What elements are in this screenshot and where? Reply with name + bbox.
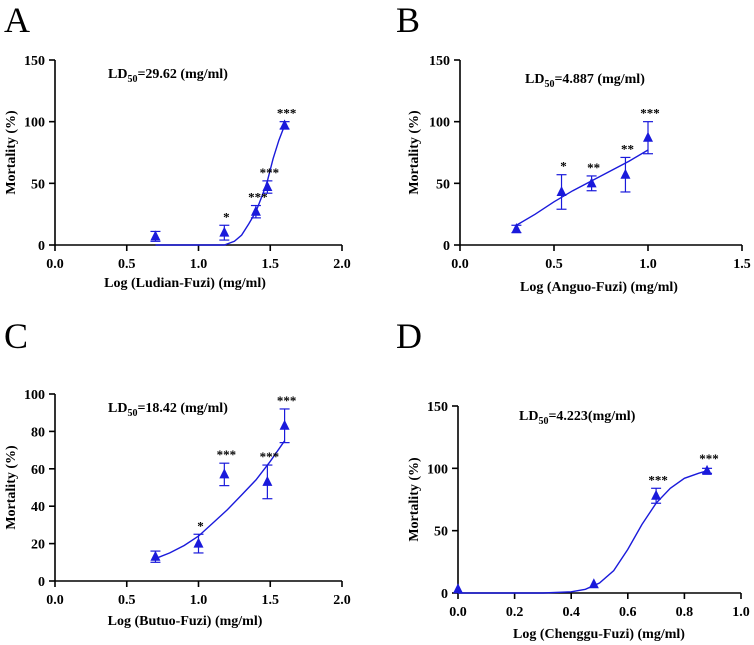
y-tick-label: 60 bbox=[31, 463, 45, 478]
significance-mark: *** bbox=[260, 165, 280, 180]
data-point bbox=[219, 468, 230, 479]
data-point bbox=[643, 131, 653, 142]
data-point bbox=[586, 177, 597, 188]
x-axis-label: Log (Anguo-Fuzi) (mg/ml) bbox=[520, 280, 678, 295]
chart-d: 0 50 100 150 0.0 0.2 0.4 0.6 0.8 1.0 Log (Chenggu-… bbox=[407, 400, 750, 642]
fit-curve bbox=[458, 470, 708, 594]
data-point bbox=[193, 537, 204, 548]
x-tick-label: 0.4 bbox=[562, 605, 580, 620]
data-point bbox=[150, 230, 161, 241]
y-tick-label: 50 bbox=[434, 525, 448, 540]
y-axis-label: Mortality (%) bbox=[407, 457, 422, 542]
data-point bbox=[702, 464, 713, 475]
x-tick-label: 0.0 bbox=[46, 257, 64, 272]
y-tick-label: 20 bbox=[31, 538, 45, 553]
x-tick-label: 0.5 bbox=[545, 257, 563, 272]
data-point bbox=[150, 550, 161, 561]
significance-mark: * bbox=[197, 518, 204, 533]
chart-b: 0 50 100 150 0.0 0.5 1.0 1.5 Log (Anguo-Fuzi) (m… bbox=[407, 54, 751, 295]
panel-label-d: D bbox=[396, 316, 422, 356]
x-tick-label: 0.6 bbox=[619, 605, 637, 620]
y-tick-label: 100 bbox=[427, 462, 448, 477]
significance-mark: * bbox=[560, 159, 567, 174]
significance-mark: *** bbox=[699, 451, 719, 466]
ld50-label: LD50=4.223(mg/ml) bbox=[519, 409, 636, 427]
x-tick-label: 0.5 bbox=[118, 593, 136, 608]
y-tick-label: 80 bbox=[31, 425, 45, 440]
x-tick-label: 0.0 bbox=[451, 257, 469, 272]
panel-label-c: C bbox=[4, 316, 29, 356]
x-tick-label: 0.0 bbox=[449, 605, 467, 620]
fit-curve bbox=[516, 149, 649, 226]
y-axis-label: Mortality (%) bbox=[4, 110, 19, 195]
data-point bbox=[556, 185, 567, 196]
y-tick-label: 40 bbox=[31, 500, 45, 515]
significance-mark: *** bbox=[217, 447, 237, 462]
data-point bbox=[453, 583, 463, 594]
x-tick-label: 0.0 bbox=[46, 593, 64, 608]
x-tick-label: 2.0 bbox=[333, 257, 351, 272]
x-tick-label: 1.5 bbox=[262, 593, 280, 608]
data-point bbox=[250, 205, 261, 216]
ld50-label: LD50=18.42 (mg/ml) bbox=[108, 401, 228, 419]
significance-mark: ** bbox=[587, 160, 600, 175]
y-tick-label: 150 bbox=[24, 54, 45, 69]
data-point bbox=[262, 181, 273, 192]
significance-mark: ** bbox=[621, 141, 634, 156]
y-tick-label: 0 bbox=[38, 575, 45, 590]
data-point bbox=[651, 489, 662, 500]
panel-label-a: A bbox=[4, 0, 30, 40]
significance-mark: *** bbox=[248, 190, 268, 205]
significance-mark: *** bbox=[648, 472, 668, 487]
x-tick-label: 1.0 bbox=[732, 605, 750, 620]
fit-curve bbox=[155, 125, 286, 246]
fit-curve bbox=[155, 440, 286, 560]
x-axis-label: Log (Butuo-Fuzi) (mg/ml) bbox=[108, 614, 263, 629]
y-tick-label: 100 bbox=[429, 116, 450, 131]
data-point bbox=[219, 226, 230, 237]
significance-mark: *** bbox=[277, 106, 297, 121]
x-tick-label: 1.5 bbox=[262, 257, 280, 272]
chart-c: 0 20 40 60 80 100 0.0 0.5 1.0 1.5 2.0 Log (Butuo-Fu… bbox=[4, 388, 351, 629]
ld50-label: LD50=4.887 (mg/ml) bbox=[525, 72, 645, 90]
x-tick-label: 0.2 bbox=[506, 605, 523, 620]
y-tick-label: 100 bbox=[24, 388, 45, 403]
significance-mark: *** bbox=[260, 449, 280, 464]
x-tick-label: 1.5 bbox=[733, 257, 751, 272]
data-point bbox=[279, 119, 290, 130]
y-axis-label: Mortality (%) bbox=[4, 445, 19, 530]
ld50-label: LD50=29.62 (mg/ml) bbox=[108, 67, 228, 85]
data-point bbox=[279, 419, 290, 430]
x-tick-label: 1.0 bbox=[639, 257, 657, 272]
x-tick-label: 0.8 bbox=[676, 605, 694, 620]
x-tick-label: 1.0 bbox=[190, 593, 208, 608]
data-point bbox=[262, 475, 273, 486]
x-tick-label: 1.0 bbox=[190, 257, 208, 272]
y-tick-label: 100 bbox=[24, 116, 45, 131]
chart-a: 0 50 100 150 0.0 0.5 1.0 1.5 2.0 Log (Ludian-Fuzi… bbox=[4, 54, 351, 291]
y-axis-label: Mortality (%) bbox=[407, 110, 422, 195]
data-point bbox=[511, 222, 522, 233]
significance-mark: *** bbox=[277, 393, 297, 408]
y-tick-label: 0 bbox=[38, 239, 45, 254]
y-tick-label: 150 bbox=[427, 400, 448, 415]
x-tick-label: 2.0 bbox=[333, 593, 351, 608]
y-tick-label: 0 bbox=[441, 587, 448, 602]
data-point bbox=[588, 578, 599, 589]
y-tick-label: 150 bbox=[429, 54, 450, 69]
y-tick-label: 50 bbox=[31, 177, 45, 192]
panel-label-b: B bbox=[396, 0, 421, 40]
y-tick-label: 50 bbox=[436, 177, 450, 192]
data-point bbox=[620, 168, 631, 179]
significance-mark: * bbox=[223, 209, 230, 224]
y-tick-label: 0 bbox=[443, 239, 450, 254]
x-tick-label: 0.5 bbox=[118, 257, 136, 272]
x-axis-label: Log (Ludian-Fuzi) (mg/ml) bbox=[104, 276, 266, 291]
significance-mark: *** bbox=[640, 106, 660, 121]
x-axis-label: Log (Chenggu-Fuzi) (mg/ml) bbox=[513, 627, 685, 642]
